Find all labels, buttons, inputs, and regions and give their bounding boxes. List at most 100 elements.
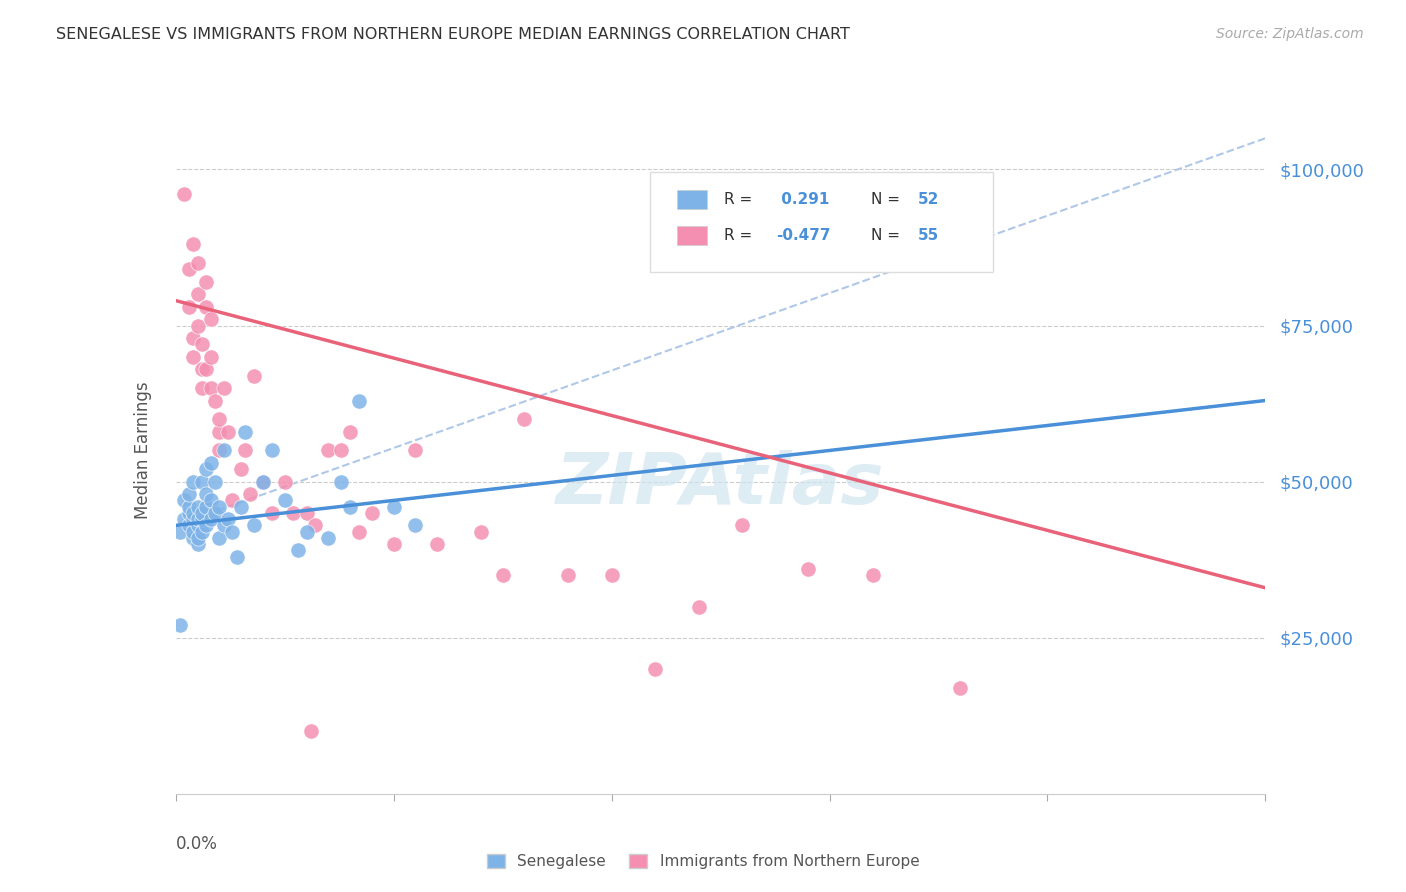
Point [181, 506, 204, 520]
Point [330, 443, 353, 458]
Text: Source: ZipAtlas.com: Source: ZipAtlas.com [1216, 27, 1364, 41]
Point [731, 518, 754, 533]
Point [513, 412, 536, 426]
Point [181, 475, 204, 489]
Point [191, 381, 214, 395]
Point [252, 475, 274, 489]
Point [186, 537, 209, 551]
Point [347, 393, 370, 408]
Point [382, 500, 405, 514]
Text: -0.477: -0.477 [776, 228, 831, 243]
Point [347, 524, 370, 539]
Point [181, 350, 204, 364]
Point [274, 493, 297, 508]
Point [426, 537, 449, 551]
Point [177, 262, 200, 277]
Point [217, 425, 239, 439]
Point [177, 487, 200, 501]
Point [177, 500, 200, 514]
Point [212, 518, 235, 533]
Point [360, 506, 382, 520]
Point [231, 500, 253, 514]
Point [181, 531, 204, 545]
Bar [678, 226, 707, 245]
Point [191, 337, 214, 351]
Point [204, 506, 226, 520]
Point [287, 543, 309, 558]
Point [557, 568, 579, 582]
FancyBboxPatch shape [650, 172, 993, 272]
Point [688, 599, 710, 614]
Point [195, 300, 218, 314]
Point [204, 475, 226, 489]
Point [208, 500, 231, 514]
Point [208, 531, 231, 545]
Text: R =: R = [724, 228, 756, 243]
Point [208, 425, 231, 439]
Point [235, 425, 257, 439]
Point [177, 518, 200, 533]
Text: 55: 55 [918, 228, 939, 243]
Y-axis label: Median Earnings: Median Earnings [134, 382, 152, 519]
Point [204, 393, 226, 408]
Text: N =: N = [870, 228, 905, 243]
Text: R =: R = [724, 193, 756, 207]
Point [186, 287, 209, 301]
Text: N =: N = [870, 193, 905, 207]
Point [191, 512, 214, 526]
Point [243, 368, 266, 383]
Point [330, 475, 353, 489]
Point [208, 412, 231, 426]
Point [200, 456, 222, 470]
Point [200, 381, 222, 395]
Point [200, 512, 222, 526]
Point [195, 462, 218, 476]
Point [239, 487, 262, 501]
Point [212, 443, 235, 458]
Point [173, 493, 195, 508]
Point [181, 237, 204, 252]
Bar [678, 190, 707, 210]
Point [191, 475, 214, 489]
Point [231, 462, 253, 476]
Text: SENEGALESE VS IMMIGRANTS FROM NORTHERN EUROPE MEDIAN EARNINGS CORRELATION CHART: SENEGALESE VS IMMIGRANTS FROM NORTHERN E… [56, 27, 851, 42]
Point [274, 475, 297, 489]
Point [195, 275, 218, 289]
Point [195, 487, 218, 501]
Point [295, 506, 318, 520]
Point [195, 362, 218, 376]
Text: 52: 52 [918, 193, 939, 207]
Point [644, 662, 666, 676]
Point [169, 524, 191, 539]
Point [339, 425, 361, 439]
Point [217, 512, 239, 526]
Point [208, 443, 231, 458]
Point [181, 524, 204, 539]
Point [949, 681, 972, 695]
Point [195, 518, 218, 533]
Point [796, 562, 818, 576]
Point [186, 318, 209, 333]
Point [260, 443, 283, 458]
Point [186, 512, 209, 526]
Point [200, 312, 222, 326]
Point [862, 568, 884, 582]
Point [600, 568, 623, 582]
Point [169, 618, 191, 632]
Point [221, 493, 243, 508]
Point [339, 500, 361, 514]
Point [186, 518, 209, 533]
Point [177, 506, 200, 520]
Point [318, 531, 340, 545]
Point [186, 531, 209, 545]
Point [195, 500, 218, 514]
Legend: Senegalese, Immigrants from Northern Europe: Senegalese, Immigrants from Northern Eur… [481, 848, 925, 875]
Point [405, 443, 427, 458]
Point [405, 518, 427, 533]
Point [235, 443, 257, 458]
Text: 0.291: 0.291 [776, 193, 830, 207]
Point [318, 443, 340, 458]
Point [243, 518, 266, 533]
Point [191, 506, 214, 520]
Point [225, 549, 247, 564]
